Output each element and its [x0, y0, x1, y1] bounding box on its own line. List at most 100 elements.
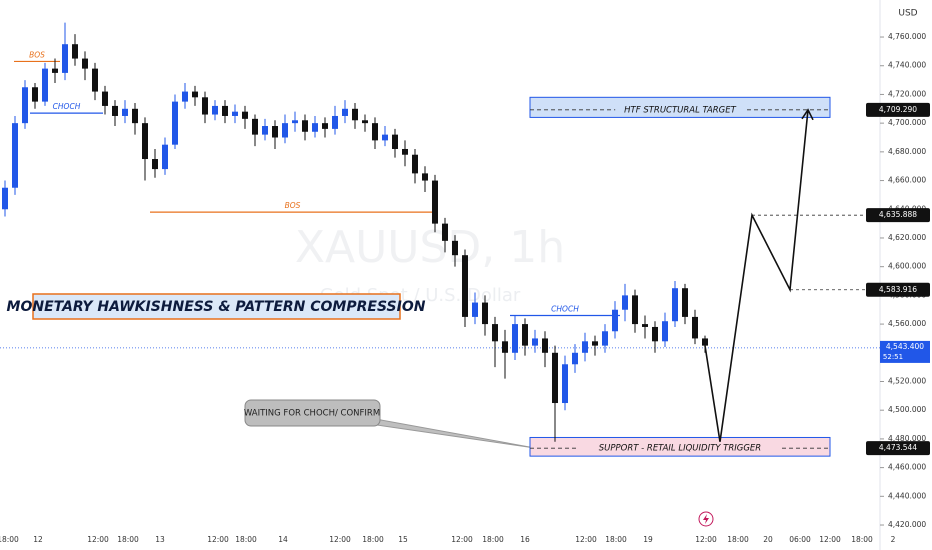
candle-body — [342, 108, 348, 116]
candle-body — [602, 331, 608, 346]
candle-body — [142, 123, 148, 160]
candle-body — [452, 240, 458, 256]
x-tick-label: 18:00 — [482, 535, 504, 544]
x-tick-label: 12:00 — [207, 535, 229, 544]
candle-body — [52, 68, 58, 73]
x-tick-label: 12:00 — [695, 535, 717, 544]
candle-body — [172, 101, 178, 145]
zone-label: SUPPORT - RETAIL LIQUIDITY TRIGGER — [599, 444, 762, 454]
y-tick-label: 4,660.000 — [888, 176, 926, 185]
candle-body — [412, 154, 418, 174]
x-tick-label: 18:00 — [117, 535, 139, 544]
candle-body — [672, 288, 678, 322]
candle-body — [32, 87, 38, 102]
candle-body — [162, 144, 168, 170]
candle-body — [272, 126, 278, 138]
candle-body — [522, 324, 528, 346]
candle-body — [682, 288, 688, 317]
y-tick-label: 4,600.000 — [888, 262, 926, 271]
candle-body — [252, 118, 258, 135]
candle-body — [192, 91, 198, 98]
candle-body — [502, 341, 508, 353]
x-tick-label: 19 — [643, 535, 653, 544]
candle-body — [132, 108, 138, 124]
x-tick-label: 15 — [398, 535, 408, 544]
candle-body — [122, 108, 128, 116]
annotation-label: BOS — [29, 50, 45, 59]
annotation-label: CHOCH — [53, 102, 81, 111]
candle-body — [402, 148, 408, 155]
candle-body — [582, 341, 588, 353]
candle-body — [352, 108, 358, 121]
x-tick-label: 12:00 — [575, 535, 597, 544]
current-price-label: 4,543.400 — [886, 342, 924, 351]
candle-body — [222, 105, 228, 116]
x-tick-label: 16 — [520, 535, 530, 544]
x-tick-label: 12:00 — [819, 535, 841, 544]
projection-path — [704, 109, 809, 442]
x-tick-label: 18:00 — [235, 535, 257, 544]
candle-body — [702, 338, 708, 346]
x-tick-label: 18:00 — [605, 535, 627, 544]
candle-body — [262, 126, 268, 135]
candle-body — [432, 180, 438, 224]
candle-body — [102, 91, 108, 106]
candle-body — [562, 364, 568, 404]
candle-body — [492, 324, 498, 342]
y-tick-label: 4,740.000 — [888, 61, 926, 70]
price-tag-label: 4,473.544 — [879, 443, 917, 452]
candle-body — [22, 87, 28, 124]
candle-body — [362, 120, 368, 124]
callout-box — [244, 399, 381, 427]
price-tag — [866, 102, 930, 117]
price-tag-label: 4,709.290 — [879, 105, 917, 114]
title: MONETARY HAWKISHNESS & PATTERN COMPRESSI… — [7, 299, 426, 315]
price-tag-label: 4,583.916 — [879, 285, 917, 294]
candle-body — [572, 352, 578, 365]
candle-body — [642, 324, 648, 327]
candle-body — [532, 338, 538, 346]
y-tick-label: 4,680.000 — [888, 147, 926, 156]
candle-body — [282, 123, 288, 138]
candle-body — [442, 223, 448, 241]
x-tick-label: 2 — [891, 535, 896, 544]
x-tick-label: 12:00 — [329, 535, 351, 544]
zone-label: HTF STRUCTURAL TARGET — [624, 105, 736, 115]
candle-body — [472, 302, 478, 317]
y-tick-label: 4,440.000 — [888, 491, 926, 500]
candle-body — [622, 295, 628, 310]
zone-label-bg — [578, 442, 782, 455]
candle-body — [632, 295, 638, 325]
candle-body — [112, 105, 118, 116]
candle-body — [592, 341, 598, 346]
candle-body — [332, 115, 338, 129]
y-tick-label: 4,700.000 — [888, 118, 926, 127]
candle-body — [202, 97, 208, 115]
candle-body — [62, 44, 68, 73]
annotation-label: CHOCH — [551, 304, 579, 313]
title-box — [32, 293, 401, 320]
candle-body — [232, 111, 238, 116]
callout: WAITING FOR CHOCH/ CONFIRM — [244, 409, 380, 419]
x-tick-label: 20 — [763, 535, 773, 544]
x-tick-label: 18:00 — [727, 535, 749, 544]
price-tag — [866, 441, 930, 456]
candle-body — [382, 134, 388, 141]
candle-body — [12, 123, 18, 188]
candle-body — [372, 123, 378, 141]
candle-body — [212, 105, 218, 115]
candle-body — [612, 309, 618, 332]
y-tick-label: 4,620.000 — [888, 233, 926, 242]
candle-body — [302, 120, 308, 132]
candle-body — [322, 123, 328, 129]
current-price-tag — [880, 340, 930, 363]
candle-body — [242, 111, 248, 119]
y-tick-label: 4,760.000 — [888, 32, 926, 41]
projection-arrow — [801, 108, 814, 121]
x-tick-label: 12:00 — [87, 535, 109, 544]
candle-body — [72, 44, 78, 59]
x-tick-label: 13 — [155, 535, 165, 544]
x-tick-label: 18:00 — [362, 535, 384, 544]
currency: USD — [898, 9, 917, 19]
candle-body — [482, 302, 488, 325]
